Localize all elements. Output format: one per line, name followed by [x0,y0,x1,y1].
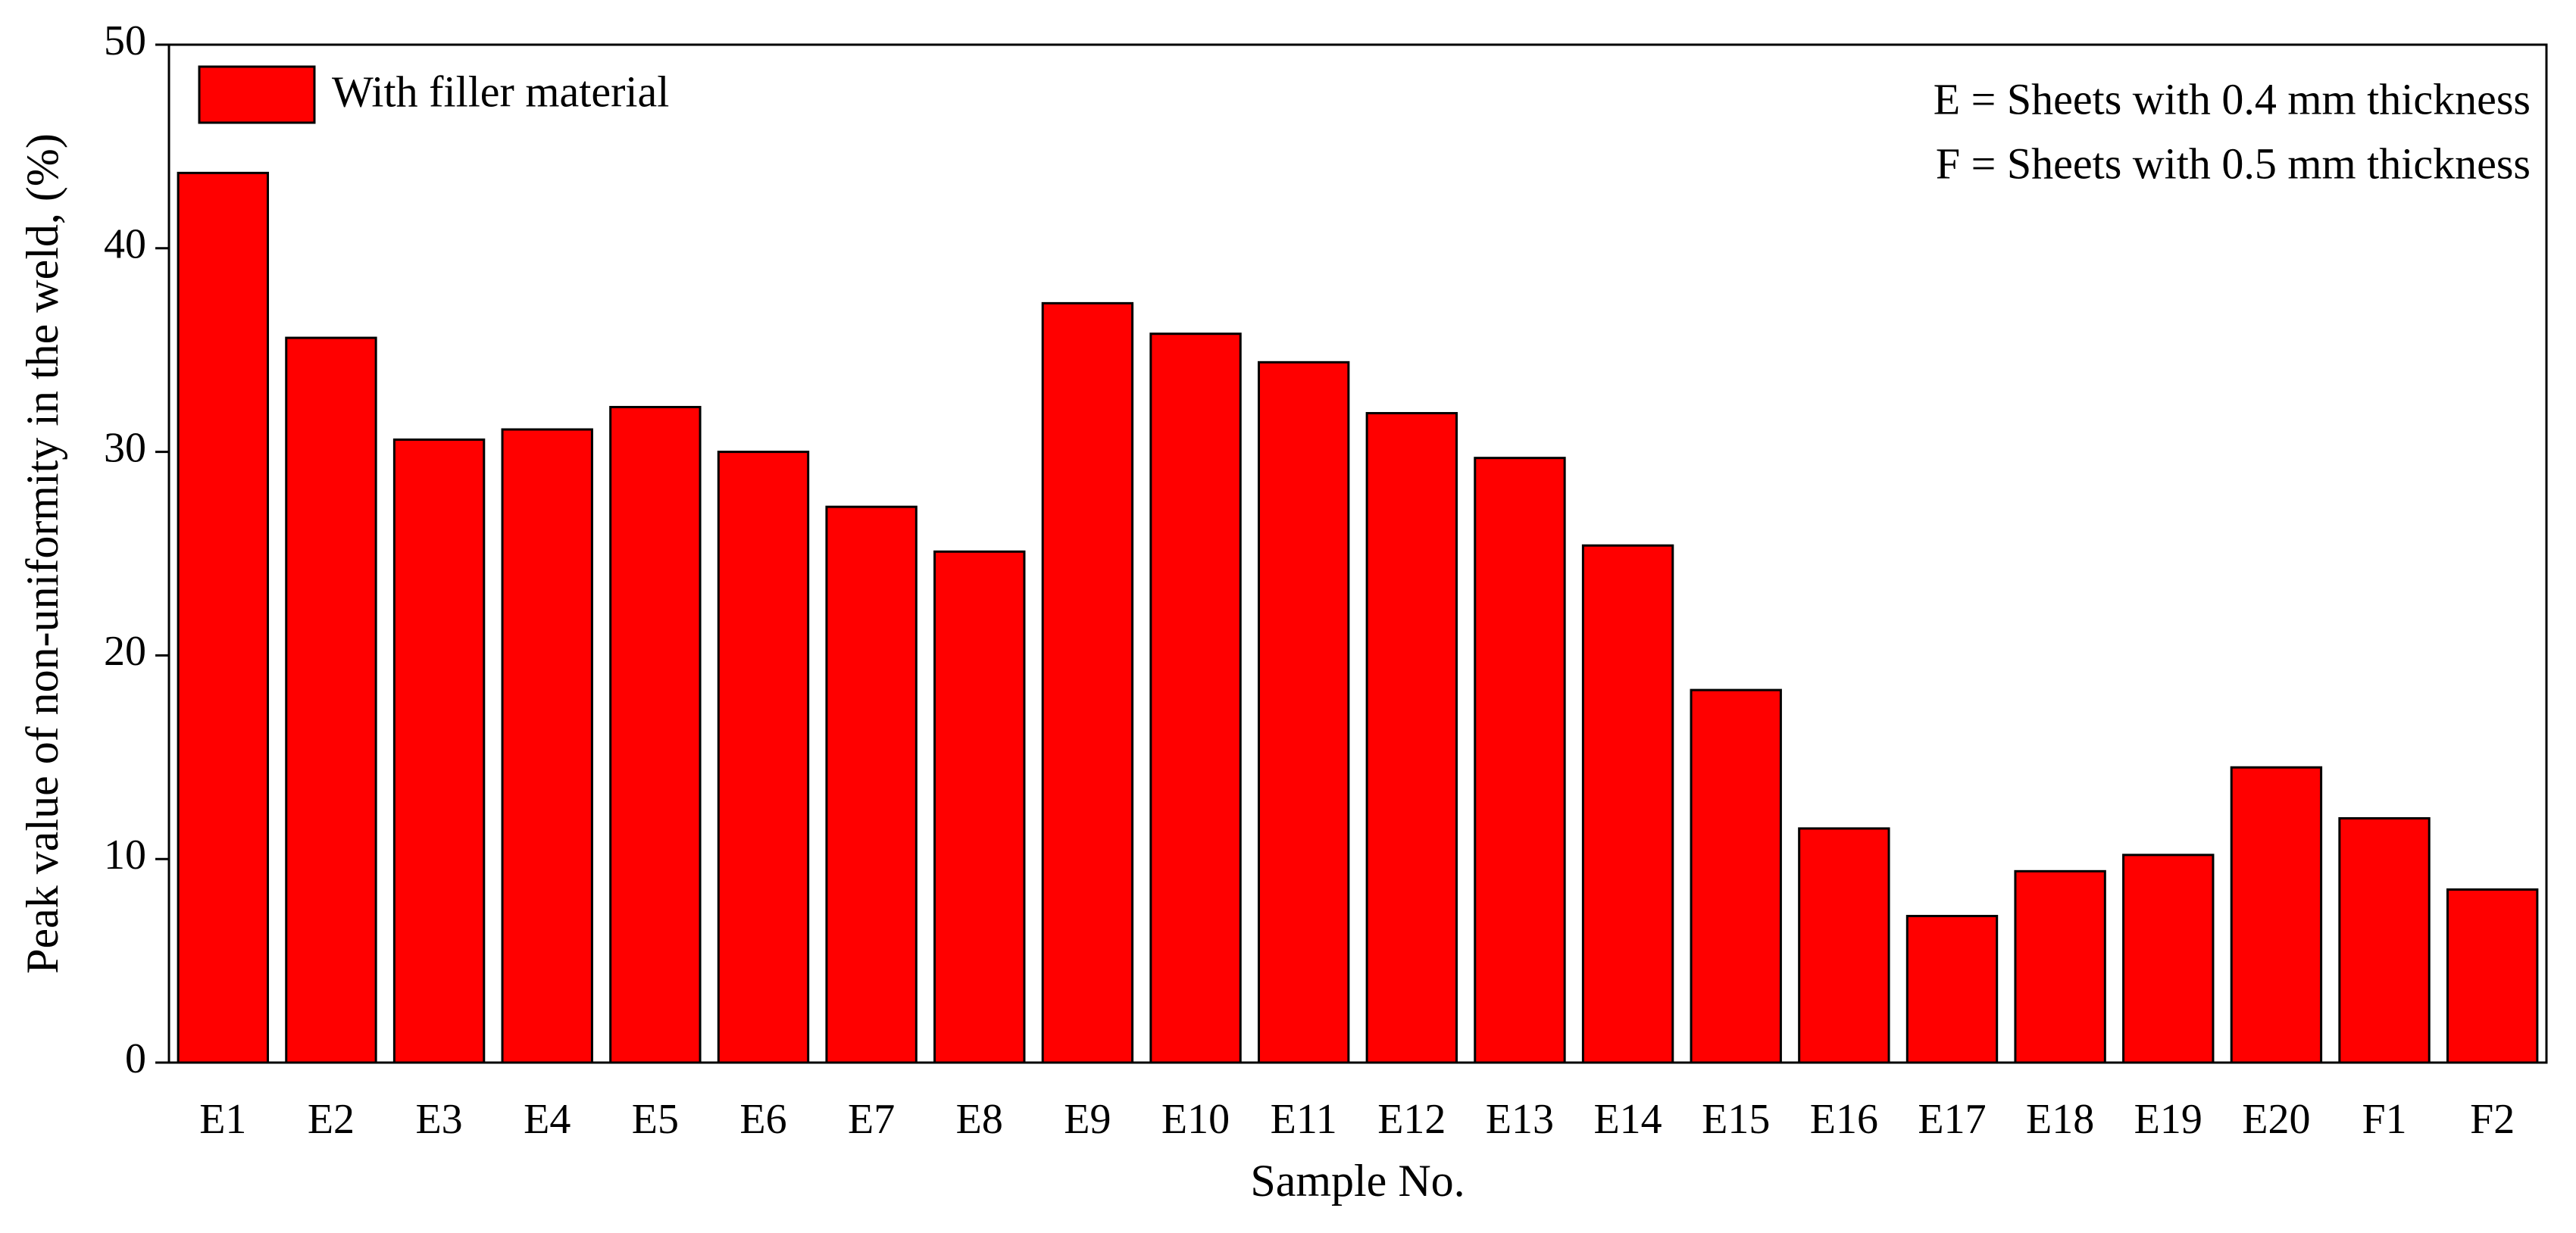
x-tick-label: E5 [632,1096,679,1143]
legend-label: With filler material [332,67,669,116]
x-tick-label: E2 [308,1096,355,1143]
x-tick-label: E12 [1377,1096,1446,1143]
bar [609,405,702,1064]
bar [501,428,593,1064]
x-tick-label: E20 [2242,1096,2310,1143]
x-tick-label: E10 [1161,1096,1230,1143]
x-axis-title: Sample No. [1250,1156,1465,1206]
x-tick-label: E14 [1593,1096,1662,1143]
x-tick-label: E18 [2026,1096,2094,1143]
x-tick-label: E19 [2134,1096,2202,1143]
annotation: E = Sheets with 0.4 mm thickness [1934,74,2531,123]
bar [2014,869,2106,1064]
bar [2338,816,2431,1064]
x-tick-label: E16 [1810,1096,1878,1143]
bar [1690,688,1782,1064]
bar [2446,888,2539,1064]
bar [1905,914,1999,1064]
annotation: F = Sheets with 0.5 mm thickness [1936,139,2531,188]
x-tick-label: F2 [2470,1096,2515,1143]
x-tick-label: E8 [956,1096,1003,1143]
bar [285,336,377,1064]
x-tick-label: E6 [739,1096,786,1143]
bar [2122,854,2215,1064]
plot-frame [167,43,2548,1064]
bar [1365,412,1458,1064]
x-tick-label: E15 [1702,1096,1770,1143]
x-tick-label: E13 [1486,1096,1554,1143]
x-tick-label: E7 [848,1096,895,1143]
y-axis-title: Peak value of non-uniformity in the weld… [17,133,67,974]
bar [825,505,918,1064]
y-tick-label: 40 [104,221,146,268]
x-tick-label: F1 [2362,1096,2406,1143]
bar [1474,457,1566,1064]
bar [1257,361,1350,1064]
x-tick-label: E1 [199,1096,246,1143]
bar [1041,301,1134,1064]
x-tick-label: E9 [1064,1096,1111,1143]
x-tick-label: E11 [1271,1096,1337,1143]
x-tick-label: E3 [415,1096,462,1143]
bar [392,438,486,1064]
legend-swatch [198,65,316,124]
bar [1798,827,1890,1064]
bar [1149,332,1242,1064]
y-tick-label: 0 [125,1035,146,1082]
y-tick-label: 10 [104,832,146,879]
y-tick-label: 20 [104,628,146,675]
bar [177,171,270,1064]
x-tick-label: E17 [1918,1096,1986,1143]
bar [933,550,1026,1064]
y-tick-label: 50 [104,17,146,64]
bar [1581,544,1674,1064]
bar [2230,766,2323,1064]
y-tick-label: 30 [104,424,146,471]
bar [717,451,810,1064]
x-tick-label: E4 [524,1096,571,1143]
